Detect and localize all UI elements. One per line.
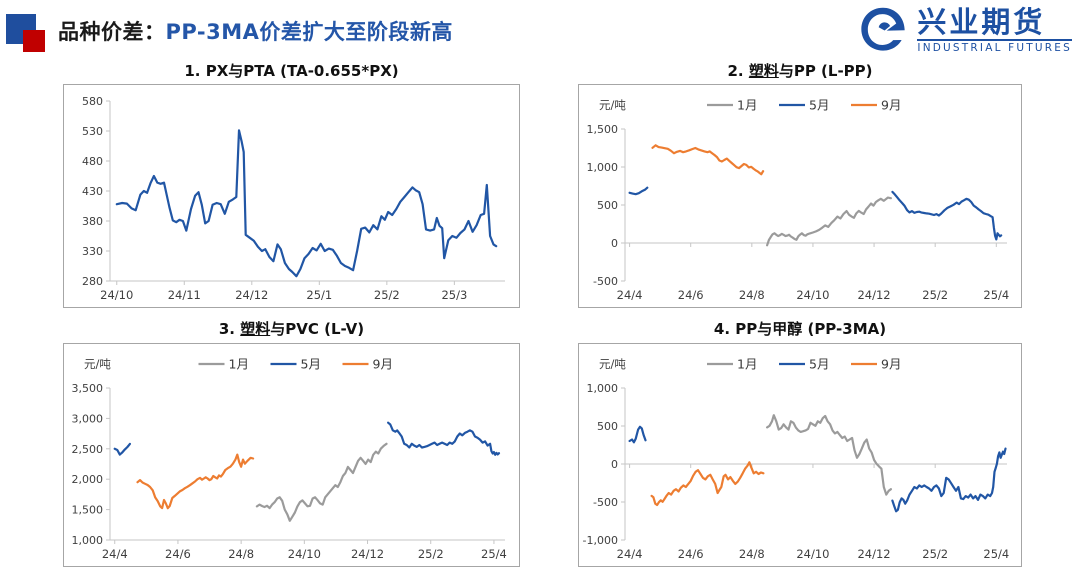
y-tick-label: 1,500 <box>72 504 104 517</box>
y-tick-label: 500 <box>597 420 618 433</box>
x-tick-label: 24/10 <box>288 547 321 561</box>
chart-panel-pp-3ma: 元/吨 1,000 500 0 -500 -1,000 24/4 24/6 24/8 24/10… <box>578 343 1022 567</box>
logo-name-en: INDUSTRIAL FUTURES <box>917 39 1072 54</box>
x-tick-label: 25/4 <box>983 288 1009 302</box>
x-tick-label: 25/2 <box>418 547 444 561</box>
series-gray-2 <box>766 414 892 496</box>
x-tick-label: 24/6 <box>165 547 191 561</box>
x-tick-label: 25/2 <box>374 288 400 302</box>
y-unit-label: 元/吨 <box>84 357 111 371</box>
x-tick-label: 25/4 <box>983 547 1009 561</box>
x-tick-label: 24/8 <box>739 288 765 302</box>
y-unit-label: 元/吨 <box>599 357 626 371</box>
y-tick-label: 530 <box>82 125 103 138</box>
x-tick-label: 24/12 <box>857 547 890 561</box>
logo-text: 兴业期货 INDUSTRIAL FUTURES <box>917 6 1072 54</box>
slide-header: 品种价差：PP-3MA价差扩大至阶段新高 兴业期货 INDUSTRIAL FUT… <box>0 0 1080 58</box>
series-blue-3 <box>387 421 501 456</box>
y-tick-label: 1,000 <box>72 534 104 547</box>
series-blue-0 <box>115 129 498 278</box>
legend-label: 5月 <box>809 98 829 113</box>
x-tick-label: 25/2 <box>922 547 948 561</box>
company-logo: 兴业期货 INDUSTRIAL FUTURES <box>857 4 1072 56</box>
x-tick-label: 24/10 <box>100 288 133 302</box>
series-blue-0 <box>113 442 132 456</box>
legend-label: 1月 <box>737 357 757 372</box>
y-tick-label: 330 <box>82 245 103 258</box>
legend-label: 9月 <box>373 357 393 372</box>
y-unit-label: 元/吨 <box>599 98 626 112</box>
logo-name-cn: 兴业期货 <box>917 5 1046 39</box>
series-gray-2 <box>255 442 388 522</box>
chart-title-1: 1. PX与PTA (TA-0.655*PX) <box>184 62 399 80</box>
chart-title-3: 3. 塑料与PVC (L-V) <box>218 320 365 338</box>
chart-title-4: 4. PP与甲醇 (PP-3MA) <box>713 320 887 338</box>
y-tick-label: 1,500 <box>587 123 619 136</box>
chart-panel-l-pp: 元/吨 1,500 1,000 500 0 -500 24/4 24/6 24/8 24/10 2… <box>578 84 1022 308</box>
x-tick-label: 24/6 <box>678 547 704 561</box>
series-blue-0 <box>628 425 647 444</box>
y-tick-label: 0 <box>611 237 618 250</box>
x-tick-label: 25/3 <box>441 288 467 302</box>
x-tick-label: 24/4 <box>617 547 643 561</box>
legend-label: 5月 <box>809 357 829 372</box>
series-blue-0 <box>628 186 649 196</box>
chart-panel-l-v: 元/吨 3,500 3,000 2,500 2,000 1,500 1,000 24/4 24… <box>63 343 520 567</box>
series-orange-1 <box>136 453 255 510</box>
x-tick-label: 24/4 <box>102 547 128 561</box>
series-gray-2 <box>766 196 892 247</box>
page-title-highlight: PP-3MA价差扩大至阶段新高 <box>165 20 453 44</box>
y-tick-label: 1,000 <box>587 382 619 395</box>
x-tick-label: 24/12 <box>351 547 384 561</box>
page-title: 品种价差：PP-3MA价差扩大至阶段新高 <box>58 16 453 46</box>
y-tick-label: 2,500 <box>72 443 104 456</box>
series-orange-1 <box>651 144 765 176</box>
y-tick-label: 3,500 <box>72 382 104 395</box>
y-tick-label: 380 <box>82 215 103 228</box>
x-tick-label: 24/11 <box>168 288 201 302</box>
y-tick-label: 500 <box>597 199 618 212</box>
y-tick-label: 430 <box>82 185 103 198</box>
y-tick-label: 3,000 <box>72 412 104 425</box>
y-tick-label: -1,000 <box>583 534 618 547</box>
y-tick-label: 480 <box>82 155 103 168</box>
x-tick-label: 24/8 <box>739 547 765 561</box>
x-tick-label: 24/10 <box>796 288 829 302</box>
y-tick-label: -500 <box>593 496 618 509</box>
x-tick-label: 24/10 <box>796 547 829 561</box>
accent-squares-icon <box>6 12 50 54</box>
legend-label: 1月 <box>737 98 757 113</box>
chart-title-2: 2. 塑料与PP (L-PP) <box>727 62 873 80</box>
x-tick-label: 24/4 <box>617 288 643 302</box>
y-tick-label: 580 <box>82 95 103 108</box>
accent-red-square <box>23 30 45 52</box>
x-tick-label: 24/6 <box>678 288 704 302</box>
legend-label: 5月 <box>301 357 321 372</box>
legend-label: 1月 <box>229 357 249 372</box>
y-tick-label: 0 <box>611 458 618 471</box>
x-tick-label: 24/12 <box>857 288 890 302</box>
x-tick-label: 25/2 <box>922 288 948 302</box>
series-blue-3 <box>891 447 1007 513</box>
series-orange-1 <box>650 461 765 507</box>
logo-swirl-icon <box>861 7 906 51</box>
y-tick-label: -500 <box>593 275 618 288</box>
y-tick-label: 280 <box>82 275 103 288</box>
y-tick-label: 1,000 <box>587 161 619 174</box>
legend-label: 9月 <box>881 98 901 113</box>
x-tick-label: 25/4 <box>481 547 507 561</box>
x-tick-label: 24/8 <box>228 547 254 561</box>
series-blue-3 <box>891 190 1003 241</box>
x-tick-label: 24/12 <box>235 288 268 302</box>
chart-panel-px-pta: 580 530 480 430 380 330 280 24/10 24/11 24/12 25/1… <box>63 84 520 308</box>
page-title-prefix: 品种价差： <box>58 20 166 44</box>
legend-label: 9月 <box>881 357 901 372</box>
y-tick-label: 2,000 <box>72 473 104 486</box>
x-tick-label: 25/1 <box>306 288 332 302</box>
